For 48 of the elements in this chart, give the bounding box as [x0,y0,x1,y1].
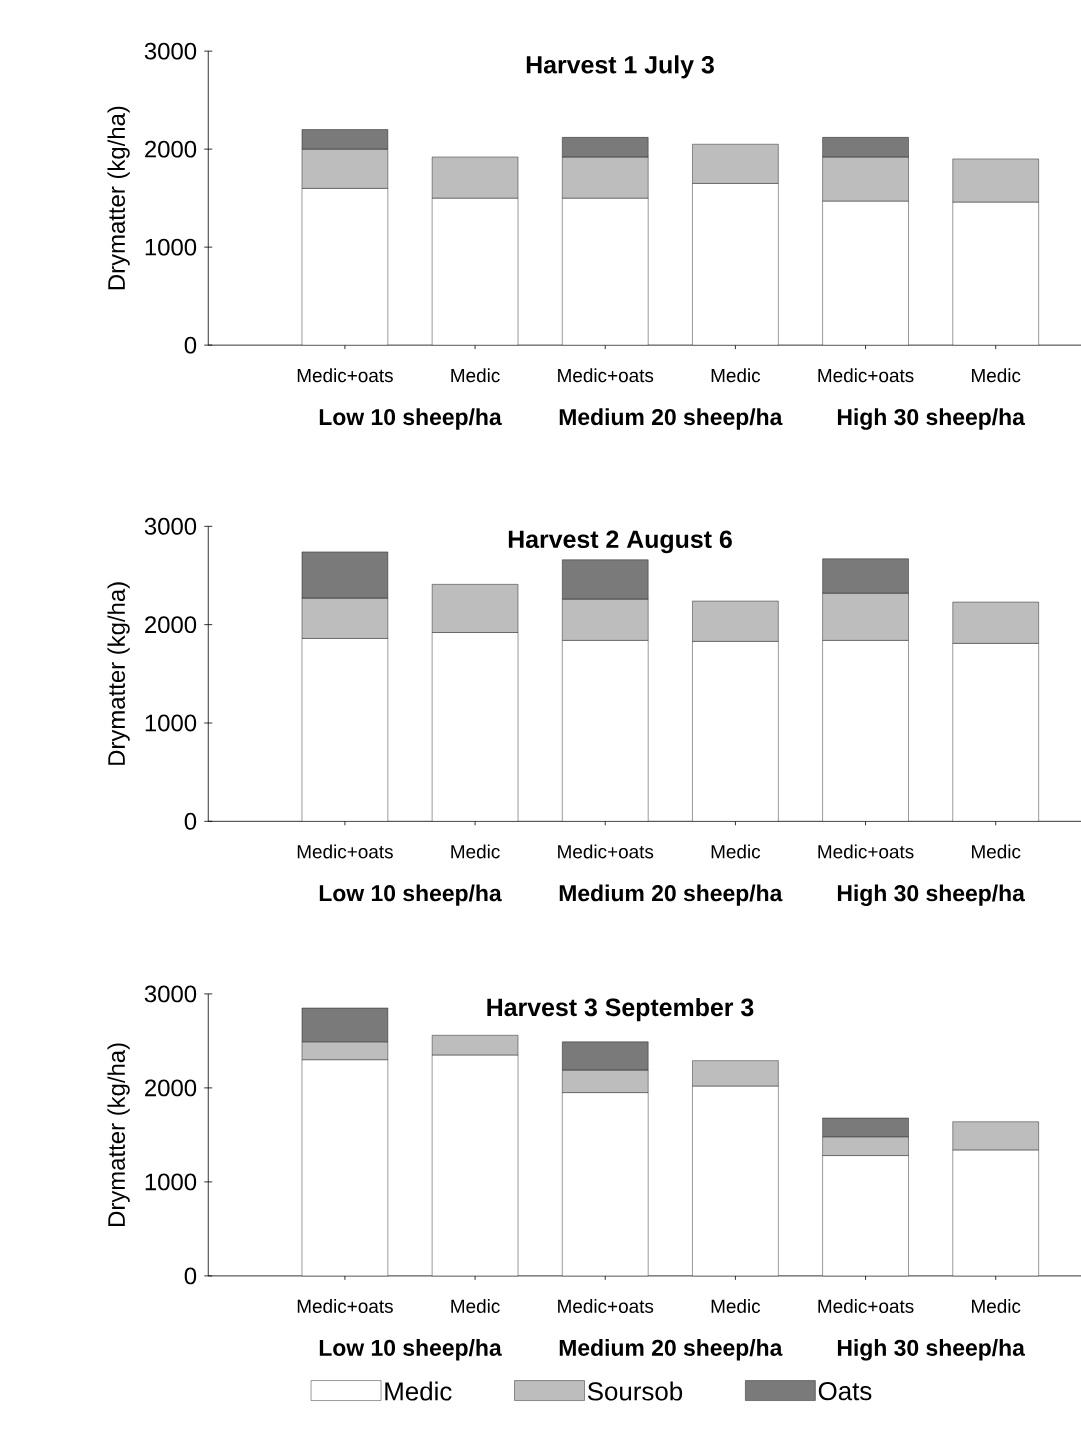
text: Medium 20 sheep/ha [559,408,783,430]
y-tick-label: 2000 [145,616,197,634]
x-tick-label: Medic [711,368,761,383]
text: Low 10 sheep/ha [319,408,502,430]
x-tick-label: Medic [451,1299,500,1313]
y-axis-title: Drymatter (kg/ha) [107,106,130,290]
x-tick-label: Medic+oats [558,368,654,383]
x-tick-label: Medic+oats [818,368,914,383]
y-tick-label: 3000 [144,985,197,1003]
y-tick-label: 1000 [145,238,197,256]
x-tick-label: Medic+oats [297,844,393,859]
x-tick-label: Medic [972,1299,1021,1313]
x-tick-label: Medic [711,844,761,859]
text: Low 10 sheep/ha [319,884,502,906]
text: Medium 20 sheep/ha [559,1339,783,1361]
x-tick-label: Medic+oats [818,1299,914,1313]
y-tick-label: 1000 [145,1173,197,1191]
text: Low 10 sheep/ha [319,1339,502,1361]
y-tick-label: 2000 [145,140,197,158]
text: Medium 20 sheep/ha [559,884,783,906]
chart-title: Harvest 3 September 3 [487,997,754,1022]
y-tick-label: 3000 [144,517,197,535]
x-tick-label: Medic+oats [558,844,654,859]
y-tick-label: 0 [184,812,197,830]
x-tick-label: Medic [451,368,500,383]
x-tick-label: Medic+oats [558,1299,654,1313]
chart-title: Harvest 1 July 3 [526,55,714,79]
text: High 30 sheep/ha [837,408,1025,430]
y-tick-label: 0 [184,336,197,354]
x-tick-label: Medic [972,844,1021,859]
y-tick-label: 0 [184,1267,197,1285]
y-tick-label: 2000 [145,1079,197,1097]
x-tick-label: Medic [451,844,500,859]
y-tick-label: 3000 [144,42,197,60]
text: High 30 sheep/ha [837,884,1025,906]
x-tick-label: Medic [972,368,1021,383]
chart-title: Harvest 2 August 6 [508,530,732,554]
x-tick-label: Medic [711,1299,761,1313]
y-axis-title: Drymatter (kg/ha) [107,582,130,765]
legend-label: Oats [818,1381,872,1401]
x-tick-label: Medic+oats [297,1299,393,1313]
x-tick-label: Medic+oats [818,844,914,859]
y-tick-label: 1000 [145,714,197,732]
text: High 30 sheep/ha [837,1339,1025,1361]
legend-label: Soursob [587,1381,683,1401]
legend-label: Medic [385,1381,452,1401]
y-axis-title: Drymatter (kg/ha) [107,1043,130,1226]
x-tick-label: Medic+oats [297,368,393,383]
